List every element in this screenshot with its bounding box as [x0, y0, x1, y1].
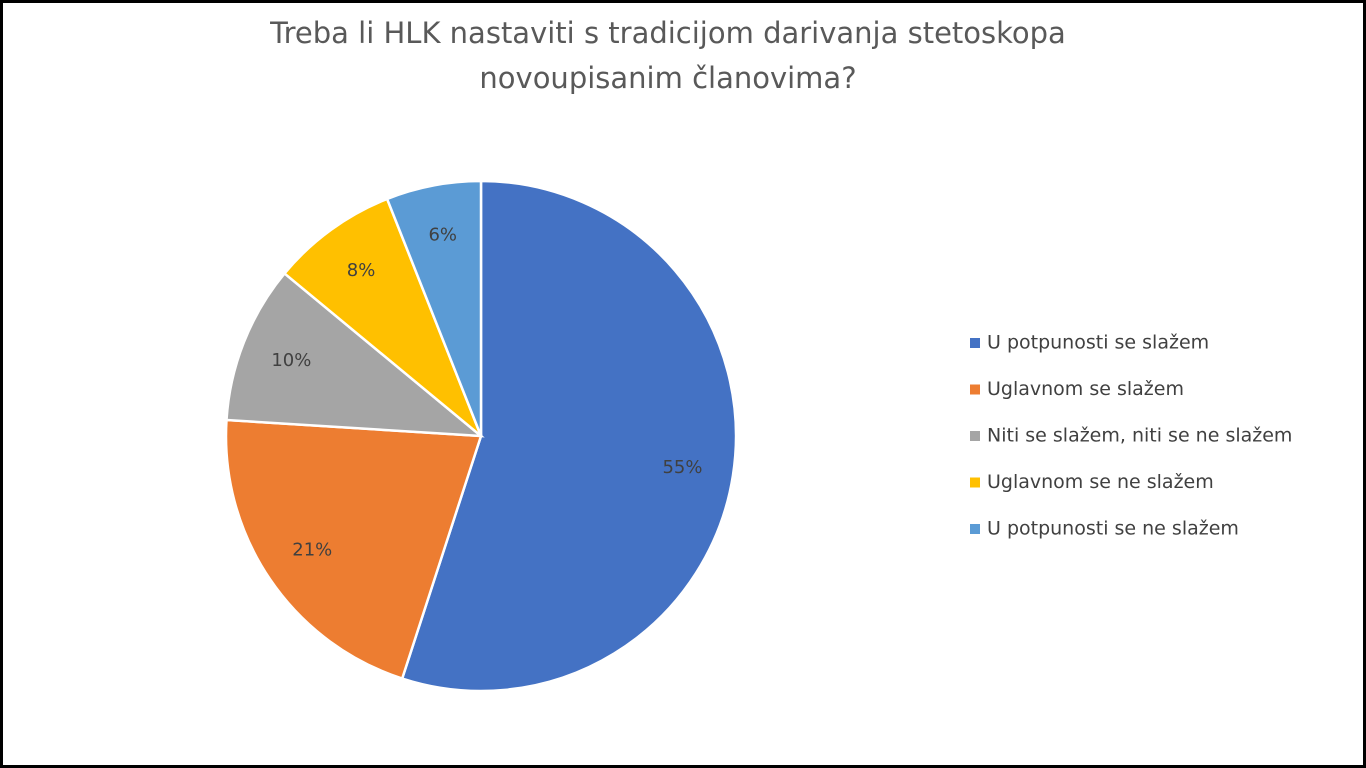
data-label: 8% [347, 260, 376, 281]
pie-slice [282, 197, 483, 437]
legend-swatch [970, 431, 980, 441]
pie-slice [224, 418, 483, 681]
legend-label: U potpunosti se ne slažem [987, 518, 1239, 540]
legend-label: Niti se slažem, niti se ne slažem [987, 425, 1292, 447]
legend-swatch [970, 384, 980, 395]
data-label: 6% [428, 225, 457, 246]
pie-slice [400, 179, 738, 693]
legend-label: U potpunosti se slažem [987, 332, 1209, 354]
data-label: 55% [662, 457, 702, 478]
pie-slice [225, 271, 485, 438]
chart-title: Treba li HLK nastaviti s tradicijom dari… [269, 16, 1066, 50]
legend-label: Uglavnom se slažem [987, 378, 1184, 400]
legend-swatch [970, 524, 980, 534]
legend-swatch [970, 338, 980, 348]
pie-slice [385, 179, 483, 437]
legend-swatch [970, 477, 980, 488]
data-label: 21% [292, 540, 332, 561]
chart-title: novoupisanim članovima? [479, 61, 856, 95]
legend-label: Uglavnom se ne slažem [987, 471, 1214, 493]
data-label: 10% [271, 350, 311, 371]
